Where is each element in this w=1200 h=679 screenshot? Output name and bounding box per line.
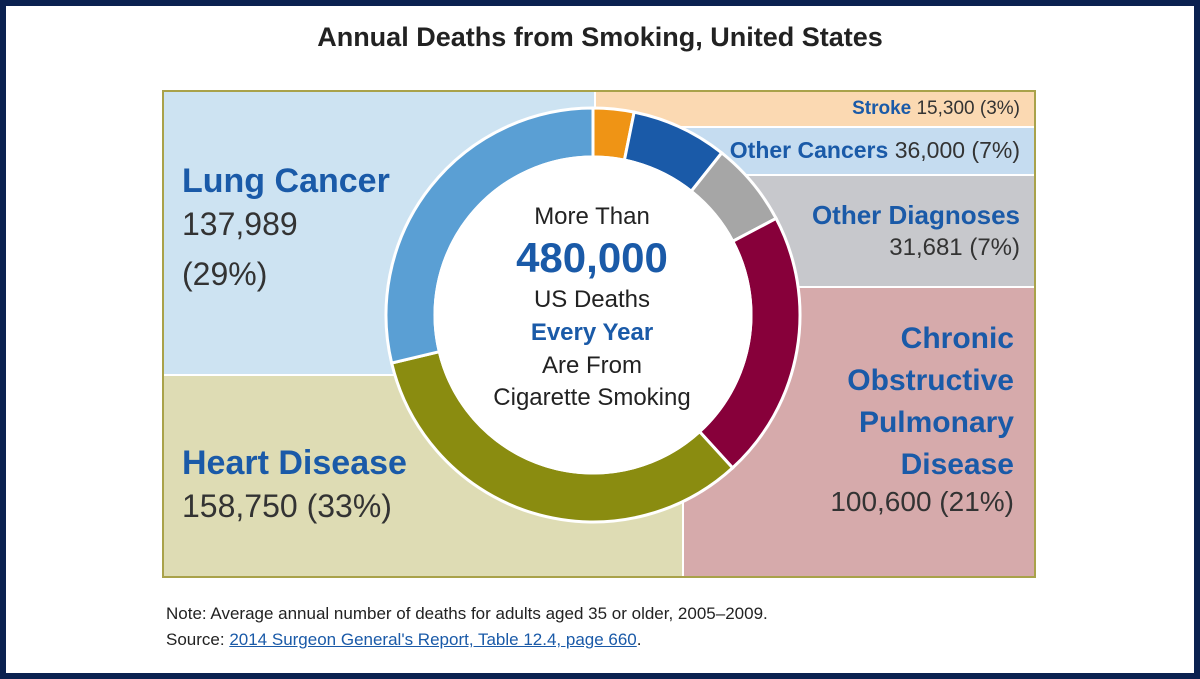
center-total: 480,000: [516, 234, 668, 281]
source-prefix: Source:: [166, 630, 230, 649]
lung-cancer-percent: (29%): [182, 256, 268, 292]
note-text: Note: Average annual number of deaths fo…: [166, 604, 768, 623]
center-line-5: Are From: [541, 352, 642, 379]
lung-cancer-label: Lung Cancer: [182, 162, 390, 200]
center-line-3: US Deaths: [533, 286, 651, 313]
source-line: Source: 2014 Surgeon General's Report, T…: [166, 627, 768, 653]
stroke-label: Stroke: [852, 98, 912, 119]
stroke-value: 15,300 (3%): [916, 98, 1020, 119]
other-diagnoses-label: Other Diagnoses: [811, 200, 1020, 230]
source-link[interactable]: 2014 Surgeon General's Report, Table 12.…: [229, 630, 637, 649]
divider: [594, 174, 1034, 176]
stroke-label-row: Stroke 15,300 (3%): [852, 98, 1020, 120]
other-diagnoses-value: 31,681 (7%): [889, 234, 1020, 261]
center-line-1: More Than: [534, 203, 650, 230]
heart-disease-value: 158,750 (33%): [182, 488, 392, 524]
chart-area: More Than 480,000 US Deaths Every Year A…: [162, 90, 1036, 578]
donut-chart: [384, 106, 802, 524]
other-cancers-label-row: Other Cancers 36,000 (7%): [730, 137, 1020, 164]
center-line-4: Every Year: [530, 319, 654, 346]
source-suffix: .: [636, 630, 642, 649]
chart-title: Annual Deaths from Smoking, United State…: [317, 22, 883, 52]
copd-label-line-3: Pulmonary: [858, 406, 1014, 439]
other-cancers-label: Other Cancers: [729, 137, 889, 163]
divider: [594, 126, 1034, 128]
divider: [682, 286, 1034, 288]
lung-cancer-count: 137,989: [182, 206, 298, 242]
copd-value: 100,600 (21%): [830, 486, 1014, 517]
center-line-6: Cigarette Smoking: [493, 384, 691, 411]
copd-label-line-4: Disease: [900, 448, 1014, 481]
donut-hole: [433, 155, 753, 475]
divider: [164, 374, 594, 376]
copd-label-line-2: Obstructive: [847, 364, 1014, 397]
heart-disease-label: Heart Disease: [182, 444, 407, 482]
donut-center-text: More Than 480,000 US Deaths Every Year A…: [486, 202, 698, 414]
footnote: Note: Average annual number of deaths fo…: [166, 601, 768, 653]
copd-label: Chronic Obstructive Pulmonary Disease: [847, 318, 1014, 486]
other-cancers-value: 36,000 (7%): [894, 137, 1020, 163]
copd-label-line-1: Chronic: [900, 322, 1014, 355]
